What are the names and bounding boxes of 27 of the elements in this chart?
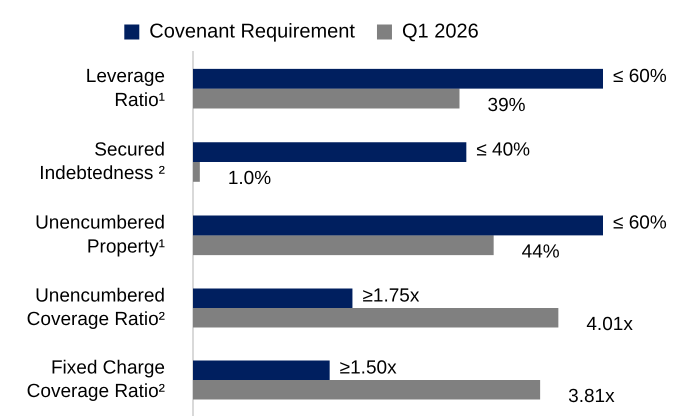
bar xyxy=(193,380,540,400)
y-tick-label: Secured Indebtedness ² xyxy=(39,139,165,184)
y-tick-label: Unencumbered Coverage Ratio² xyxy=(26,285,165,330)
data-label: 1.0% xyxy=(228,168,272,190)
bar xyxy=(193,68,603,89)
data-label: ≤ 60% xyxy=(613,66,667,87)
bar xyxy=(193,308,558,328)
bar xyxy=(193,235,494,256)
bar xyxy=(193,360,330,380)
bar xyxy=(193,142,466,162)
data-label: 44% xyxy=(522,241,560,262)
legend-label: Q1 2026 xyxy=(402,20,479,43)
data-label: 39% xyxy=(488,94,526,116)
data-label: ≤ 40% xyxy=(476,139,530,160)
data-label: ≤ 60% xyxy=(613,212,667,234)
data-label: 4.01x xyxy=(586,314,634,335)
y-tick-label: Leverage Ratio¹ xyxy=(86,66,165,111)
y-tick-label: Fixed Charge Coverage Ratio² xyxy=(26,357,165,402)
data-label: ≥1.50x xyxy=(340,358,398,379)
y-tick-label: Unencumbered Property¹ xyxy=(35,212,165,258)
legend-label: Covenant Requirement xyxy=(149,20,356,43)
bar xyxy=(193,88,460,108)
bar xyxy=(193,288,352,308)
bar xyxy=(193,216,603,236)
data-label: ≥1.75x xyxy=(362,286,420,307)
data-label: 3.81x xyxy=(568,386,616,407)
bar xyxy=(193,162,200,182)
